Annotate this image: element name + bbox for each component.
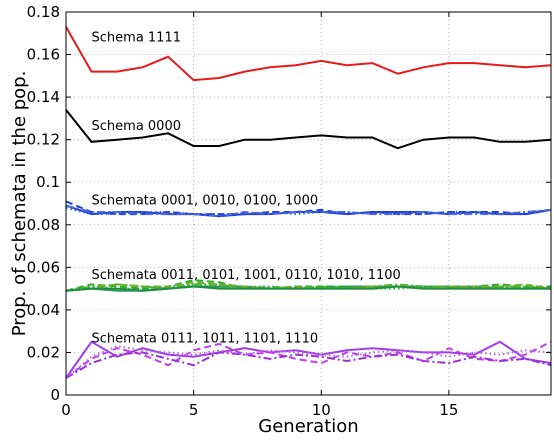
y-axis-label: Prop. of schemata in the pop. bbox=[9, 71, 30, 337]
series-line-1 bbox=[65, 26, 552, 82]
x-axis-label: Generation bbox=[258, 416, 358, 437]
y-tick-label: 0.08 bbox=[27, 216, 60, 234]
y-tick-label: 0.1 bbox=[36, 173, 60, 191]
series-line-5 bbox=[65, 204, 552, 218]
series-line-11 bbox=[65, 281, 552, 292]
x-tick-label: 10 bbox=[312, 401, 331, 419]
annotations: Schema 1111 Schema 0000 Schemata 0001, 001… bbox=[92, 31, 401, 347]
annotation-label: Schema 1111 bbox=[92, 31, 181, 46]
grid bbox=[66, 12, 551, 395]
plot-frame bbox=[65, 11, 552, 396]
series-lines bbox=[65, 26, 552, 379]
series-line-6 bbox=[65, 206, 552, 216]
y-tick-label: 0.04 bbox=[27, 301, 60, 319]
annotation-label: Schemata 0011, 0101, 1001, 0110, 1010, 1… bbox=[92, 268, 401, 283]
y-tick-label: 0.18 bbox=[27, 3, 60, 21]
series-line-15 bbox=[65, 351, 552, 379]
y-tick-label: 0 bbox=[50, 386, 60, 404]
annotation-label: Schemata 0001, 0010, 0100, 1000 bbox=[92, 193, 319, 208]
x-tick-label: 0 bbox=[61, 401, 71, 419]
x-tick-label: 15 bbox=[439, 401, 458, 419]
ticks: 0 5 10 15 0 0.02 0.04 0.06 0.08 0.1 0.12 0.14 0.16 0.… bbox=[27, 3, 551, 419]
x-tick-label: 5 bbox=[189, 401, 199, 419]
series-line-13 bbox=[65, 340, 552, 379]
y-tick-label: 0.12 bbox=[27, 131, 60, 149]
series-line-14 bbox=[65, 340, 552, 379]
y-tick-label: 0.16 bbox=[27, 46, 60, 64]
y-tick-label: 0.06 bbox=[27, 258, 60, 276]
series-line-2 bbox=[65, 109, 552, 150]
series-line-12 bbox=[65, 285, 551, 292]
y-tick-label: 0.02 bbox=[27, 343, 60, 361]
annotation-label: Schemata 0111, 1011, 1101, 1110 bbox=[92, 332, 319, 347]
y-tick-label: 0.14 bbox=[27, 88, 60, 106]
annotation-label: Schema 0000 bbox=[92, 119, 181, 134]
series-line-16 bbox=[65, 345, 552, 379]
